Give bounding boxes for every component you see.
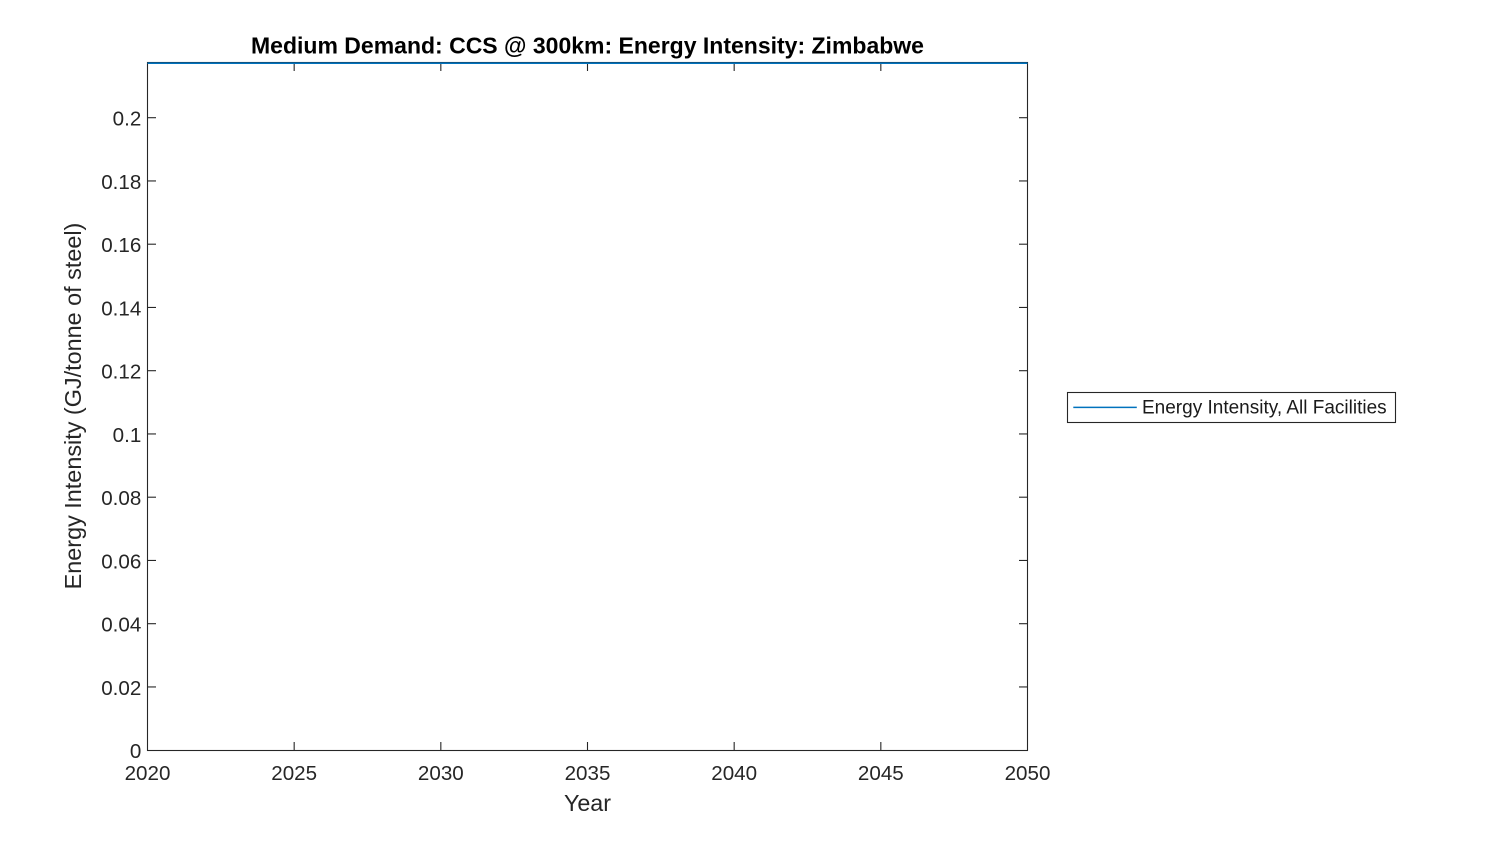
svg-text:2020: 2020	[125, 762, 171, 785]
svg-text:0.14: 0.14	[101, 297, 141, 320]
svg-text:0.12: 0.12	[101, 361, 141, 384]
svg-text:2045: 2045	[858, 762, 904, 785]
svg-text:Year: Year	[564, 790, 611, 816]
svg-text:2035: 2035	[565, 762, 611, 785]
svg-text:0: 0	[130, 740, 141, 763]
svg-text:0.04: 0.04	[101, 614, 141, 637]
svg-text:0.18: 0.18	[101, 171, 141, 194]
svg-text:2025: 2025	[271, 762, 317, 785]
svg-text:0.16: 0.16	[101, 234, 141, 257]
svg-text:0.08: 0.08	[101, 487, 141, 510]
svg-text:0.2: 0.2	[113, 108, 142, 131]
svg-text:Energy Intensity, All Faciliti: Energy Intensity, All Facilities	[1142, 398, 1387, 419]
svg-text:0.02: 0.02	[101, 677, 141, 700]
svg-text:0.1: 0.1	[113, 424, 142, 447]
svg-text:2040: 2040	[711, 762, 757, 785]
svg-text:2030: 2030	[418, 762, 464, 785]
svg-text:Medium Demand: CCS @ 300km: En: Medium Demand: CCS @ 300km: Energy Inten…	[251, 33, 924, 59]
svg-text:Energy Intensity (GJ/tonne of: Energy Intensity (GJ/tonne of steel)	[60, 223, 86, 590]
svg-text:0.06: 0.06	[101, 550, 141, 573]
svg-text:2050: 2050	[1005, 762, 1051, 785]
